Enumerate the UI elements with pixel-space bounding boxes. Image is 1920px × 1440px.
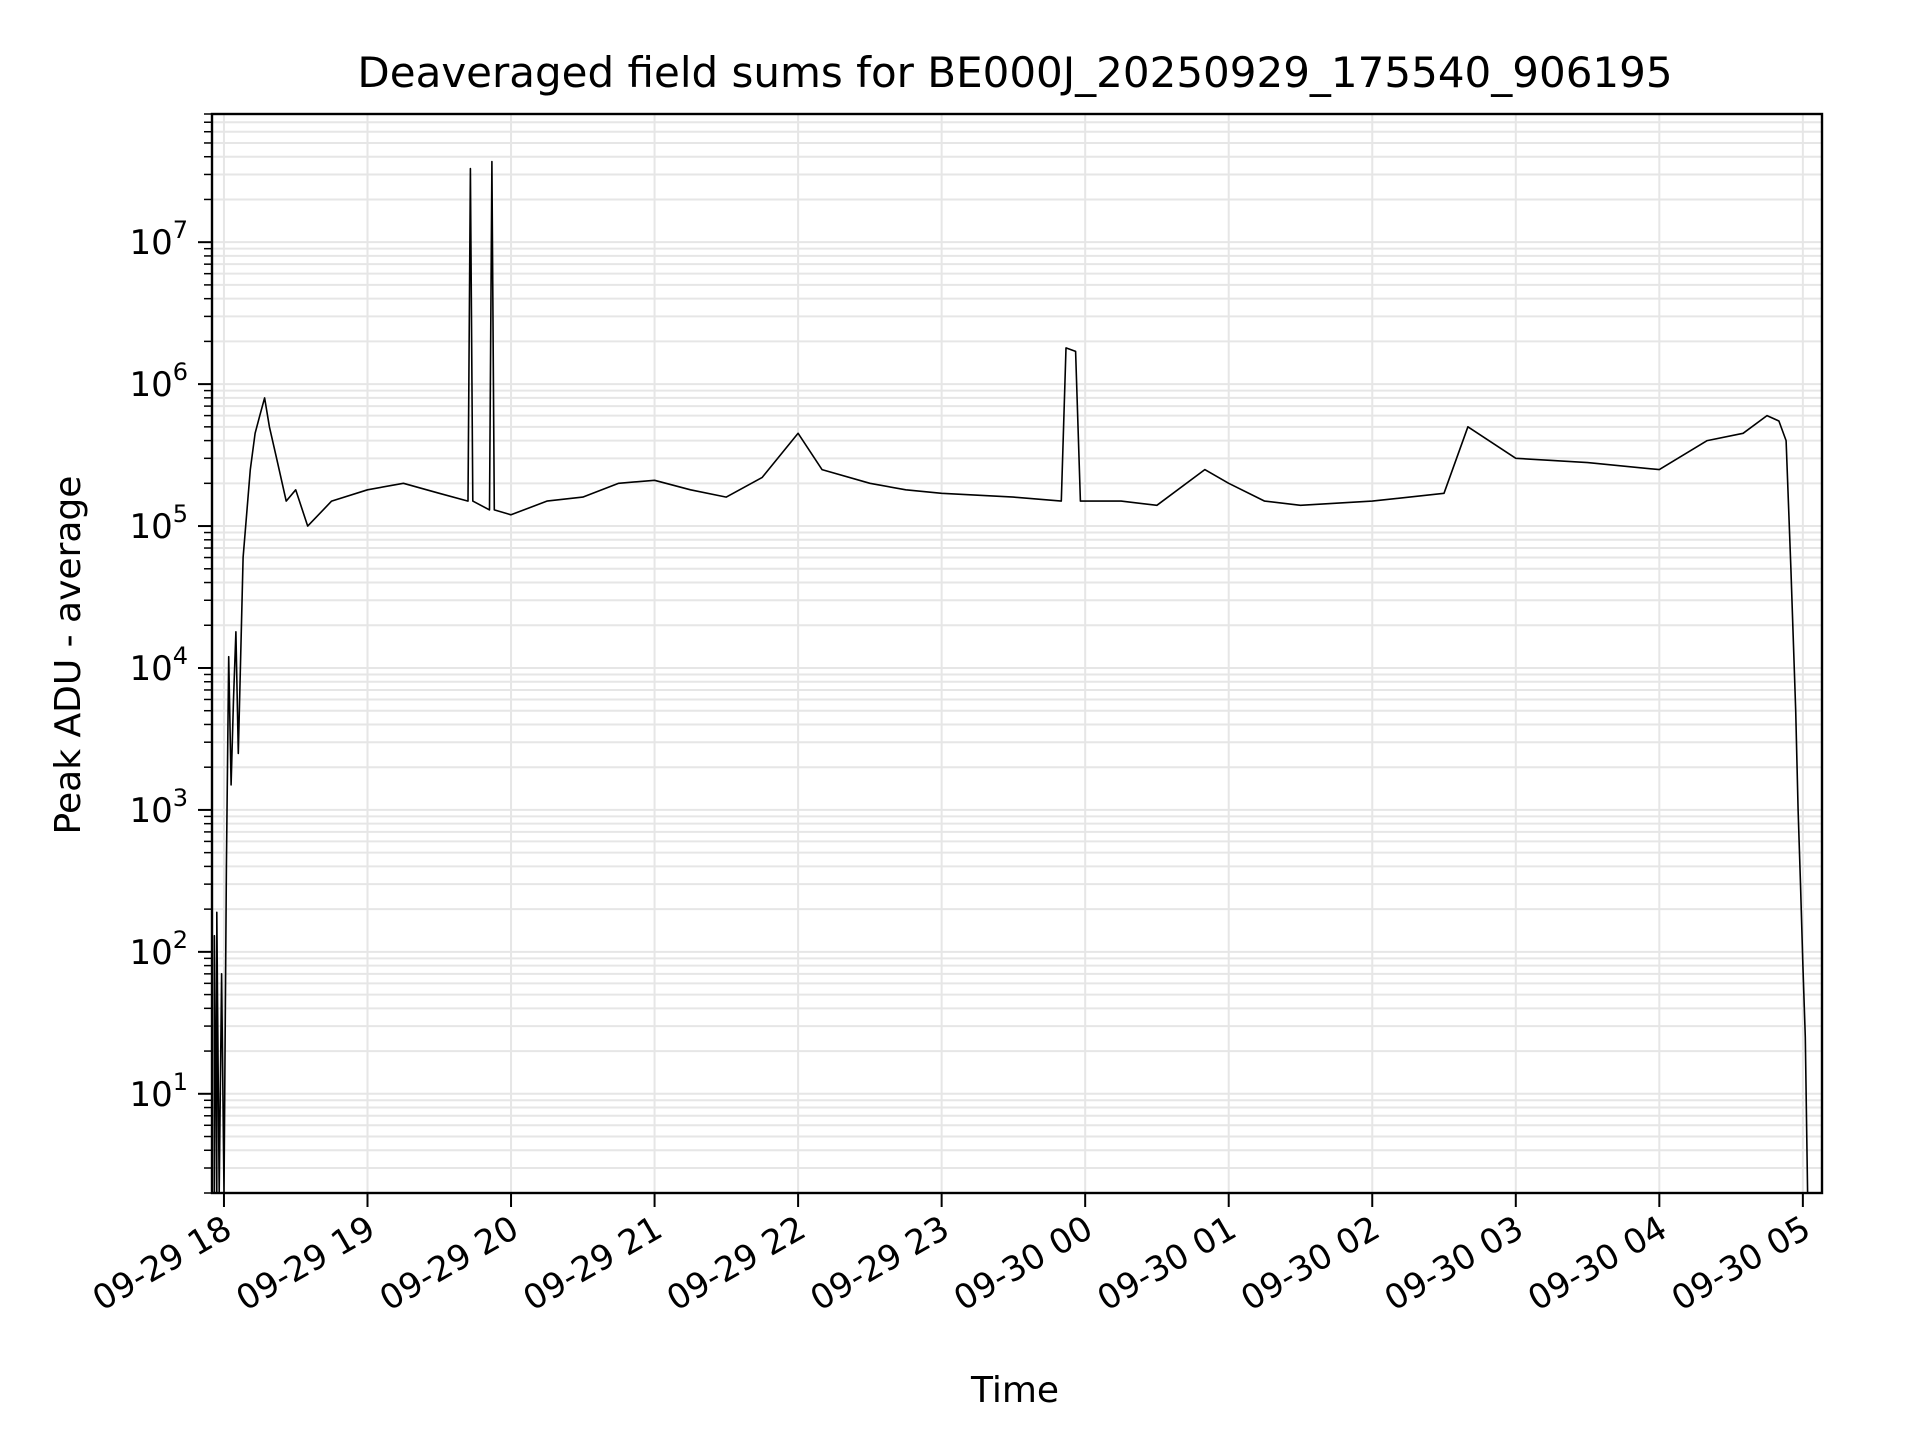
y-tick-base: 10 [129, 223, 172, 263]
grid-layer [212, 113, 1822, 1194]
y-tick-base: 10 [129, 649, 172, 689]
y-tick-label: 102 [129, 926, 188, 973]
y-tick-base: 10 [129, 791, 172, 831]
y-tick-exponent: 3 [173, 784, 188, 812]
y-tick-label: 106 [129, 358, 188, 405]
y-tick-base: 10 [129, 365, 172, 405]
y-tick-base: 10 [129, 933, 172, 973]
y-tick-exponent: 2 [173, 926, 188, 954]
y-tick-exponent: 1 [173, 1068, 188, 1096]
y-tick-exponent: 7 [173, 216, 188, 244]
series-line [213, 160, 1809, 1194]
y-tick-exponent: 4 [173, 642, 188, 670]
y-tick-base: 10 [129, 507, 172, 547]
y-tick-base: 10 [129, 1075, 172, 1115]
series-layer [213, 160, 1809, 1194]
y-tick-label: 105 [129, 500, 188, 547]
y-tick-exponent: 5 [173, 500, 188, 528]
y-tick-label: 103 [129, 784, 188, 831]
chart-title: Deaveraged field sums for BE000J_2025092… [357, 48, 1672, 97]
y-tick-exponent: 6 [173, 358, 188, 386]
x-axis-label: Time [970, 1370, 1059, 1411]
plot-frame [210, 112, 1824, 1195]
y-tick-label: 107 [129, 216, 188, 263]
y-axis-label: Peak ADU - average [48, 476, 89, 835]
y-tick-label: 101 [129, 1068, 188, 1115]
y-tick-label: 104 [129, 642, 188, 689]
